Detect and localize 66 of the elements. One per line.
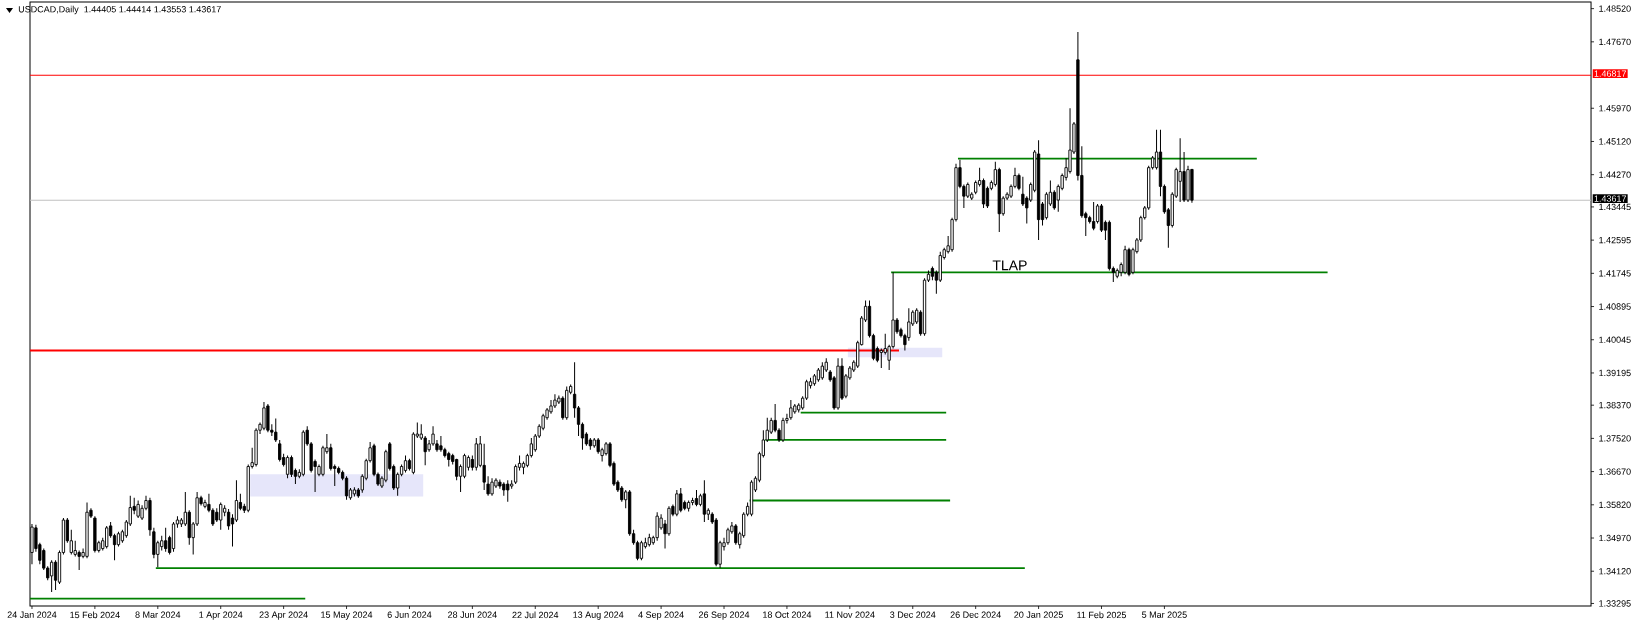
candlestick: [164, 527, 168, 553]
candlestick: [1044, 191, 1049, 221]
candlestick: [105, 525, 109, 550]
candlestick: [474, 437, 478, 471]
y-tick-label: 1.45120: [1599, 138, 1631, 145]
x-tick-label: 26 Dec 2024: [950, 611, 1001, 618]
x-tick-label: 1 Apr 2024: [199, 611, 243, 620]
candlestick: [1123, 245, 1127, 275]
candlestick: [781, 417, 785, 443]
candlestick: [289, 455, 294, 478]
y-tick-label: 1.40895: [1599, 303, 1631, 310]
ref-line-label: 1.43617: [1594, 195, 1627, 202]
candlestick: [639, 540, 644, 561]
x-tick-label: 8 Mar 2024: [135, 611, 181, 618]
candlestick: [1178, 137, 1182, 203]
y-tick-label: 1.45970: [1599, 105, 1631, 112]
candlestick: [262, 401, 266, 431]
y-tick-label: 1.40045: [1599, 336, 1631, 343]
x-tick-label: 5 Mar 2025: [1142, 611, 1187, 618]
candlestick: [981, 178, 986, 209]
x-tick-label: 23 Apr 2024: [259, 611, 308, 620]
y-tick-label: 1.37520: [1599, 435, 1631, 442]
x-tick-label: 4 Sep 2024: [638, 611, 684, 620]
candlestick: [655, 511, 659, 542]
y-tick-label: 1.39195: [1599, 369, 1631, 377]
candlestick: [50, 559, 54, 593]
candlestick: [879, 348, 883, 369]
candlestick: [226, 508, 231, 531]
chart-title: USDCAD,Daily: [18, 5, 79, 15]
ref-line-label: 1.46817: [1594, 70, 1627, 77]
x-tick-label: 18 Oct 2024: [763, 611, 812, 618]
y-tick-label: 1.41745: [1599, 270, 1631, 277]
candlestick: [675, 489, 679, 517]
y-tick-label: 1.43445: [1599, 203, 1631, 211]
candlestick: [702, 479, 706, 523]
candlestick: [506, 479, 510, 503]
candlestick: [679, 487, 683, 513]
x-tick-label: 22 Jul 2024: [512, 611, 559, 619]
y-tick-label: 1.38370: [1599, 401, 1631, 409]
y-tick-label: 1.34120: [1599, 568, 1631, 575]
x-tick-label: 13 Aug 2024: [573, 611, 624, 620]
candlestick: [789, 399, 793, 421]
y-tick-label: 1.33295: [1599, 600, 1631, 607]
candlestick: [513, 464, 518, 485]
series-label: TLAP: [992, 260, 1027, 271]
x-tick-label: 15 May 2024: [321, 611, 373, 620]
x-tick-label: 28 Jun 2024: [448, 611, 497, 618]
x-tick-label: 11 Feb 2025: [1077, 611, 1127, 619]
y-tick-label: 1.47670: [1599, 38, 1631, 46]
x-tick-label: 24 Jan 2024: [7, 611, 57, 618]
x-tick-label: 20 Jan 2025: [1014, 611, 1063, 618]
candlestick: [219, 501, 223, 531]
candlestick: [734, 523, 738, 546]
y-tick-label: 1.36670: [1599, 468, 1631, 475]
y-tick-label: 1.48520: [1599, 5, 1631, 12]
x-tick-label: 15 Feb 2024: [70, 611, 120, 619]
y-tick-label: 1.35820: [1599, 501, 1631, 508]
x-tick-label: 3 Dec 2024: [890, 611, 936, 618]
y-tick-label: 1.44270: [1599, 171, 1631, 178]
chart-subtitle: 1.44405 1.44414 1.43553 1.43617: [84, 6, 221, 13]
x-tick-label: 6 Jun 2024: [387, 611, 432, 618]
x-tick-label: 26 Sep 2024: [698, 611, 750, 620]
y-tick-label: 1.34970: [1599, 534, 1631, 542]
x-tick-label: 11 Nov 2024: [825, 611, 875, 618]
y-tick-label: 1.42595: [1599, 236, 1631, 244]
candlestick: [1092, 201, 1096, 231]
